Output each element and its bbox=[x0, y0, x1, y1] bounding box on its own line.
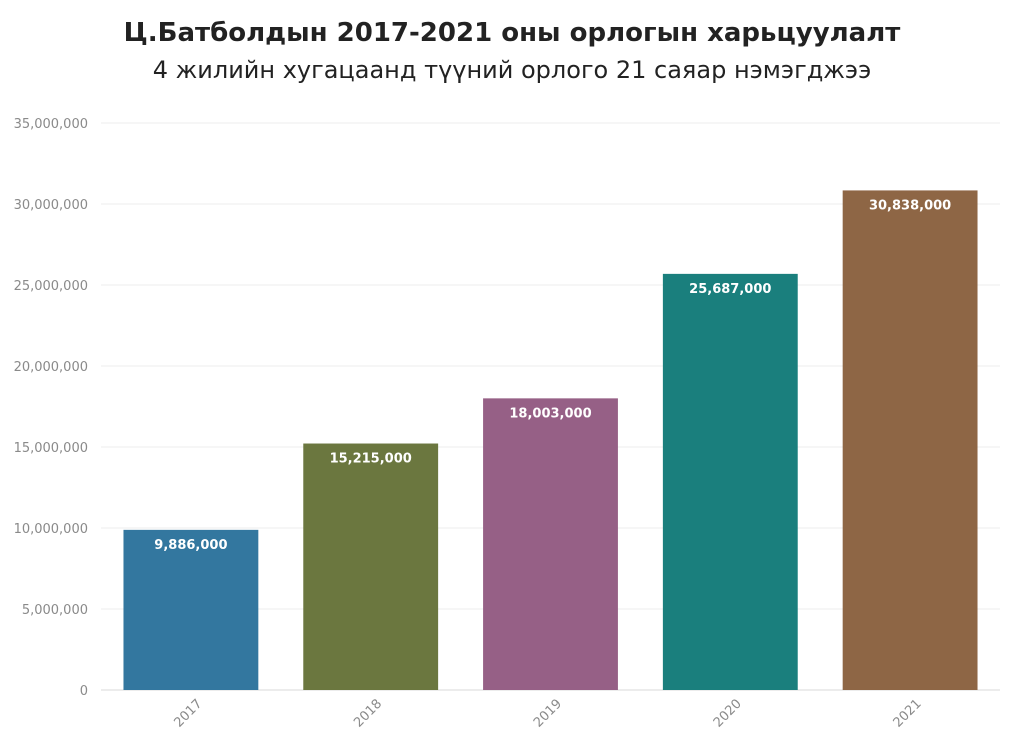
y-tick-label: 5,000,000 bbox=[22, 603, 88, 618]
bar-2020 bbox=[662, 273, 798, 690]
bar-value-label: 15,215,000 bbox=[330, 452, 412, 467]
y-tick-label: 30,000,000 bbox=[14, 198, 88, 213]
x-tick-label: 2017 bbox=[171, 697, 205, 731]
chart-title: Ц.Батболдын 2017-2021 оны орлогын харьцу… bbox=[123, 18, 901, 48]
x-tick-label: 2019 bbox=[531, 697, 565, 731]
x-tick-label: 2021 bbox=[891, 697, 925, 731]
y-tick-label: 25,000,000 bbox=[14, 279, 88, 294]
y-tick-label: 35,000,000 bbox=[14, 117, 88, 132]
bar-2018 bbox=[303, 443, 439, 690]
x-tick-label: 2020 bbox=[711, 697, 745, 731]
bar-value-label: 18,003,000 bbox=[509, 406, 591, 421]
y-tick-label: 20,000,000 bbox=[14, 360, 88, 375]
x-tick-label: 2018 bbox=[351, 697, 385, 731]
bar-2019 bbox=[483, 398, 618, 690]
y-tick-label: 0 bbox=[80, 684, 88, 699]
bar-value-label: 25,687,000 bbox=[689, 282, 771, 297]
bar-2017 bbox=[123, 529, 259, 690]
bar-value-label: 30,838,000 bbox=[869, 198, 951, 213]
y-tick-label: 15,000,000 bbox=[14, 441, 88, 456]
x-axis: 2017 2018 2019 2020 2021 bbox=[171, 697, 924, 731]
bars: 9,886,000 15,215,000 18,003,000 25,687,000 3… bbox=[123, 190, 978, 691]
y-tick-label: 10,000,000 bbox=[14, 522, 88, 537]
bar-2021 bbox=[842, 190, 978, 691]
chart-header: Ц.Батболдын 2017-2021 оны орлогын харьцу… bbox=[0, 14, 1024, 88]
y-axis: 0 5,000,000 10,000,000 15,000,000 20,000,000… bbox=[14, 117, 88, 699]
chart-subtitle: 4 жилийн хугацаанд түүний орлого 21 саяа… bbox=[152, 56, 872, 84]
bar-value-label: 9,886,000 bbox=[154, 538, 227, 553]
